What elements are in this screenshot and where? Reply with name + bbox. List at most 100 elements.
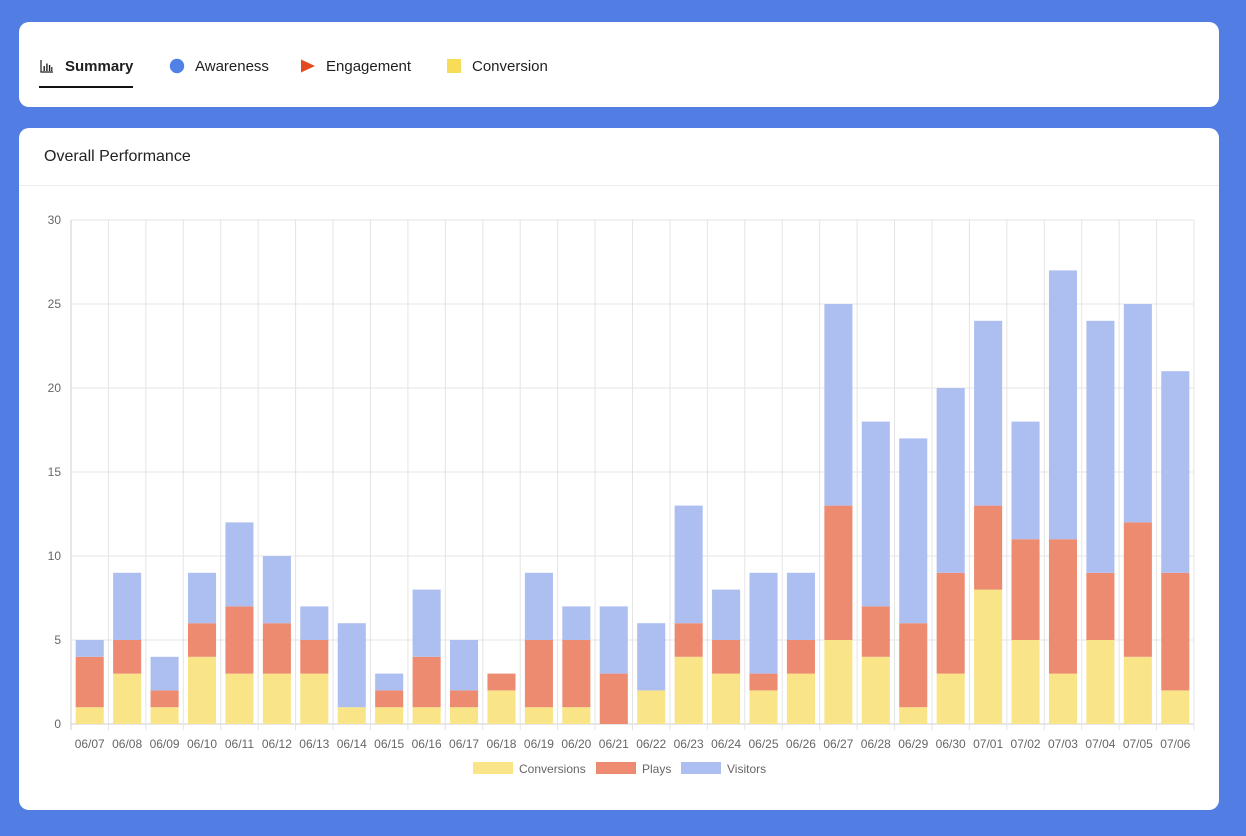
bar-visitors-06-08[interactable] xyxy=(113,572,142,640)
tab-awareness[interactable]: Awareness xyxy=(169,44,269,88)
bar-plays-06-08[interactable] xyxy=(113,640,142,674)
bar-plays-06-13[interactable] xyxy=(300,640,329,674)
bar-visitors-06-11[interactable] xyxy=(225,522,254,607)
bar-plays-06-29[interactable] xyxy=(899,623,928,708)
bar-plays-06-30[interactable] xyxy=(936,572,965,674)
legend-swatch-visitors[interactable] xyxy=(681,762,721,774)
bar-plays-06-16[interactable] xyxy=(412,656,441,708)
bar-visitors-07-05[interactable] xyxy=(1123,304,1152,523)
bar-conversions-06-22[interactable] xyxy=(637,690,666,724)
bar-conversions-06-26[interactable] xyxy=(786,673,815,724)
bar-conversions-06-17[interactable] xyxy=(450,707,479,724)
bar-conversions-06-23[interactable] xyxy=(674,656,703,724)
bar-plays-07-06[interactable] xyxy=(1161,572,1190,691)
bar-conversions-06-18[interactable] xyxy=(487,690,516,724)
bar-visitors-07-03[interactable] xyxy=(1048,270,1078,540)
bar-visitors-06-20[interactable] xyxy=(562,606,591,640)
legend-swatch-plays[interactable] xyxy=(596,762,636,774)
bar-conversions-06-10[interactable] xyxy=(187,656,217,724)
x-tick-label: 06/12 xyxy=(262,737,292,751)
bar-conversions-06-11[interactable] xyxy=(225,673,254,724)
bar-plays-06-10[interactable] xyxy=(187,623,217,657)
bar-plays-07-04[interactable] xyxy=(1086,572,1115,640)
bar-conversions-06-19[interactable] xyxy=(524,707,553,724)
bar-visitors-06-24[interactable] xyxy=(712,589,741,640)
bar-plays-06-11[interactable] xyxy=(225,606,254,674)
bar-visitors-06-07[interactable] xyxy=(75,640,104,657)
bar-visitors-06-25[interactable] xyxy=(749,572,778,674)
legend-label-plays[interactable]: Plays xyxy=(642,762,671,776)
bar-visitors-06-13[interactable] xyxy=(300,606,329,640)
bar-plays-07-03[interactable] xyxy=(1048,539,1078,674)
bar-plays-06-12[interactable] xyxy=(262,623,291,674)
bar-plays-06-09[interactable] xyxy=(150,690,179,708)
bar-visitors-07-02[interactable] xyxy=(1011,421,1040,540)
bar-plays-07-01[interactable] xyxy=(974,505,1003,590)
bar-plays-06-20[interactable] xyxy=(562,640,591,708)
bar-plays-06-07[interactable] xyxy=(75,656,104,708)
bar-conversions-06-30[interactable] xyxy=(936,673,965,724)
bar-visitors-06-12[interactable] xyxy=(262,556,291,624)
bar-conversions-07-02[interactable] xyxy=(1011,640,1040,724)
bar-visitors-07-04[interactable] xyxy=(1086,320,1115,573)
bar-conversions-06-14[interactable] xyxy=(337,707,366,724)
bar-plays-06-28[interactable] xyxy=(861,606,890,657)
bar-conversions-06-29[interactable] xyxy=(899,707,928,724)
bar-visitors-06-09[interactable] xyxy=(150,656,179,691)
bar-plays-06-15[interactable] xyxy=(375,690,404,708)
legend-label-conversions[interactable]: Conversions xyxy=(519,762,586,776)
bar-conversions-06-25[interactable] xyxy=(749,690,778,724)
bar-plays-06-23[interactable] xyxy=(674,623,703,657)
legend-label-visitors[interactable]: Visitors xyxy=(727,762,766,776)
bar-visitors-06-30[interactable] xyxy=(936,388,965,573)
bar-conversions-06-12[interactable] xyxy=(262,673,291,724)
bar-plays-07-05[interactable] xyxy=(1123,522,1152,657)
tab-conversion[interactable]: Conversion xyxy=(446,44,548,88)
bar-conversions-06-13[interactable] xyxy=(300,673,329,724)
bar-visitors-07-01[interactable] xyxy=(974,320,1003,506)
bar-conversions-06-07[interactable] xyxy=(75,707,104,724)
bar-visitors-06-23[interactable] xyxy=(674,505,703,624)
bar-visitors-06-14[interactable] xyxy=(337,623,366,708)
bar-conversions-06-20[interactable] xyxy=(562,707,591,724)
bar-plays-06-25[interactable] xyxy=(749,673,778,691)
bar-visitors-06-16[interactable] xyxy=(412,589,441,657)
bar-plays-06-21[interactable] xyxy=(599,673,628,724)
bar-conversions-06-08[interactable] xyxy=(113,673,142,724)
bar-conversions-06-24[interactable] xyxy=(712,673,741,724)
bar-plays-06-27[interactable] xyxy=(824,505,853,640)
bar-conversions-07-01[interactable] xyxy=(974,589,1003,724)
bar-visitors-06-19[interactable] xyxy=(524,572,553,640)
bar-plays-06-19[interactable] xyxy=(524,640,553,708)
bar-plays-07-02[interactable] xyxy=(1011,539,1040,640)
bar-conversions-06-16[interactable] xyxy=(412,707,441,724)
bar-visitors-06-17[interactable] xyxy=(450,640,479,691)
bar-plays-06-24[interactable] xyxy=(712,640,741,674)
bar-conversions-07-06[interactable] xyxy=(1161,690,1190,724)
bar-conversions-06-09[interactable] xyxy=(150,707,179,724)
bar-conversions-06-27[interactable] xyxy=(824,640,853,724)
bar-visitors-06-26[interactable] xyxy=(786,572,815,640)
tab-engagement[interactable]: Engagement xyxy=(300,44,411,88)
bar-visitors-06-29[interactable] xyxy=(899,438,928,624)
bar-visitors-06-28[interactable] xyxy=(861,421,890,607)
tab-summary[interactable]: Summary xyxy=(39,44,134,88)
bar-conversions-07-04[interactable] xyxy=(1086,640,1115,724)
bar-conversions-07-03[interactable] xyxy=(1048,673,1078,724)
bar-visitors-06-15[interactable] xyxy=(375,673,404,691)
bar-visitors-06-21[interactable] xyxy=(599,606,628,674)
bar-visitors-07-06[interactable] xyxy=(1161,371,1190,573)
bar-conversions-06-28[interactable] xyxy=(861,656,890,724)
bar-visitors-06-22[interactable] xyxy=(637,623,666,691)
tab-summary-label: Summary xyxy=(65,57,134,75)
bar-visitors-06-27[interactable] xyxy=(824,304,853,506)
bar-chart-icon xyxy=(39,58,55,74)
bar-plays-06-17[interactable] xyxy=(450,690,479,708)
bar-plays-06-26[interactable] xyxy=(786,640,815,674)
bar-visitors-06-10[interactable] xyxy=(187,572,217,624)
x-tick-label: 06/27 xyxy=(823,737,853,751)
legend-swatch-conversions[interactable] xyxy=(473,762,513,774)
bar-plays-06-18[interactable] xyxy=(487,673,516,691)
bar-conversions-07-05[interactable] xyxy=(1123,656,1152,724)
bar-conversions-06-15[interactable] xyxy=(375,707,404,724)
